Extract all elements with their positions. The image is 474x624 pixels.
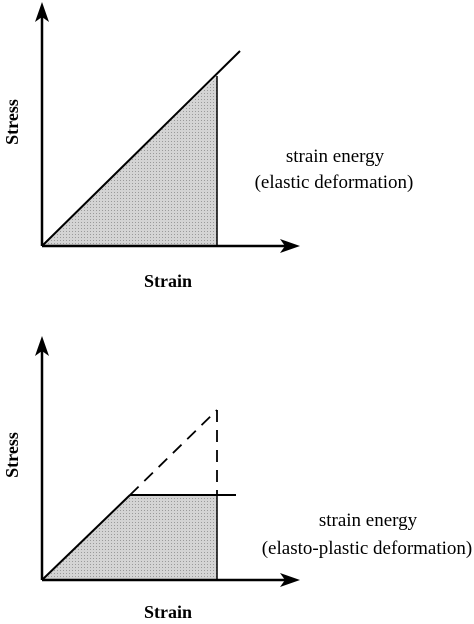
elastic-portion-line — [41, 494, 131, 581]
strain-axis-arrowhead — [280, 239, 300, 253]
elastic-panel: Stress Strain strain energy (elastic def… — [2, 2, 413, 291]
strain-axis-arrowhead — [280, 573, 300, 587]
caption-line-1: strain energy — [286, 146, 385, 167]
stress-axis-label: Stress — [2, 432, 22, 478]
elasto-plastic-panel: Stress Strain strain energy (elasto-plas… — [2, 336, 472, 622]
elasto-plastic-strain-energy-area — [42, 495, 217, 580]
caption-line-2: (elasto-plastic deformation) — [262, 538, 473, 559]
elastic-loading-line — [41, 50, 241, 247]
stress-axis-label: Stress — [2, 99, 22, 145]
stress-axis-arrowhead — [35, 2, 49, 22]
dashed-elastic-extension — [129, 409, 218, 496]
stress-axis-arrowhead — [35, 336, 49, 356]
strain-axis-label: Strain — [144, 602, 192, 622]
caption-line-1: strain energy — [319, 510, 418, 531]
caption-line-2: (elastic deformation) — [255, 172, 414, 193]
strain-axis-label: Strain — [144, 271, 192, 291]
